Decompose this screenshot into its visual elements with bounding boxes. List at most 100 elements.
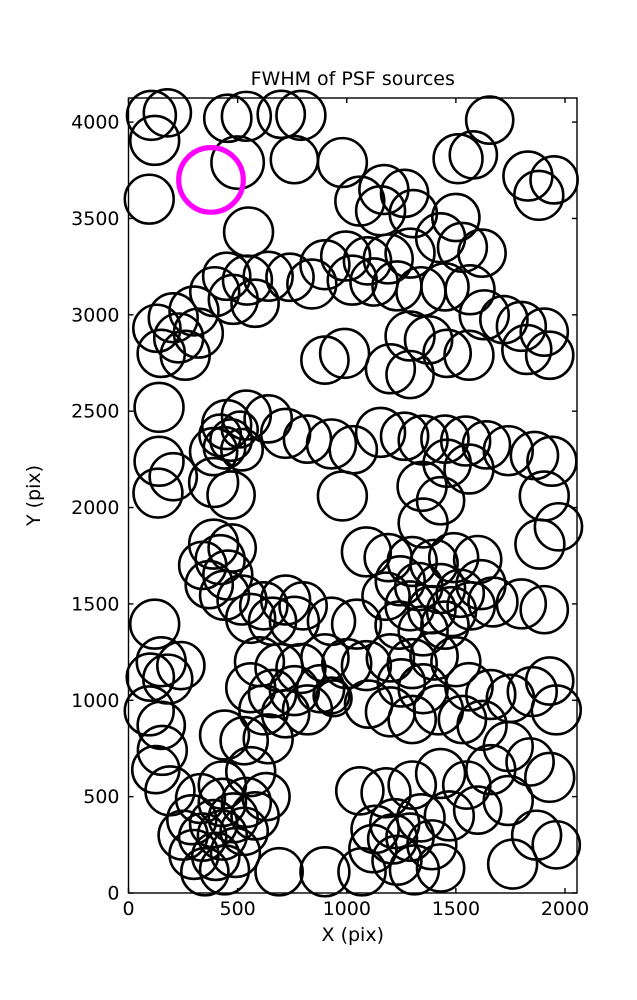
x-axis-label: X (pix) — [322, 924, 384, 946]
psf-source-circle — [202, 93, 253, 144]
y-tick-label: 2000 — [71, 497, 119, 519]
y-tick-label: 0 — [107, 883, 119, 905]
psf-source-circle — [354, 406, 407, 459]
psf-source-circle — [524, 330, 575, 381]
highlighted-source-circle — [176, 145, 246, 215]
y-axis-label: Y (pix) — [23, 465, 45, 527]
y-tick-label: 1500 — [71, 593, 119, 615]
psf-source-circle — [224, 745, 277, 798]
psf-source-circle — [299, 846, 351, 898]
psf-source-circle — [190, 831, 241, 882]
psf-source-circle — [136, 328, 187, 379]
psf-source-circle — [432, 132, 484, 185]
psf-source-circle — [166, 794, 218, 846]
psf-source-circle — [180, 846, 230, 897]
psf-source-circle — [446, 580, 497, 631]
psf-source-circle — [330, 598, 383, 650]
psf-source-circle — [518, 470, 571, 522]
psf-source-circle — [156, 640, 206, 691]
psf-source-circle — [177, 540, 228, 591]
psf-source-circle — [519, 584, 570, 635]
psf-source-circle — [318, 327, 371, 380]
psf-source-circle — [187, 456, 240, 509]
psf-source-circle — [222, 206, 275, 258]
psf-source-circle — [305, 418, 358, 470]
psf-source-circle — [465, 668, 517, 721]
tick-group: 0 500 1000 1500 2000 0 500 1000 1500 2000 2500 3000… — [71, 98, 589, 920]
y-tick-label: 4000 — [71, 112, 119, 134]
psf-source-circle — [526, 435, 578, 488]
psf-source-circle — [465, 743, 517, 796]
psf-source-circle — [443, 329, 495, 382]
psf-source-circle — [254, 846, 304, 897]
psf-source-circle — [265, 252, 315, 303]
psf-source-circle — [387, 760, 438, 810]
psf-source-circle — [495, 578, 548, 630]
plot-title-group: FWHM of PSF sources — [251, 68, 455, 90]
psf-source-circle — [142, 87, 193, 138]
psf-source-circle — [132, 467, 184, 519]
psf-source-circle — [128, 114, 181, 167]
psf-source-circle — [533, 501, 584, 552]
psf-source-circle — [209, 826, 262, 879]
psf-source-circle — [125, 89, 178, 142]
psf-source-circle — [243, 394, 294, 444]
psf-source-circle — [130, 744, 181, 795]
psf-source-circle — [133, 435, 185, 488]
psf-source-circle — [379, 411, 430, 462]
psf-source-circle — [242, 713, 294, 765]
psf-source-circle — [230, 278, 280, 329]
psf-source-circle — [524, 656, 575, 706]
psf-source-circle — [314, 679, 353, 718]
psf-source-circle — [495, 300, 548, 353]
psf-source-circle — [269, 134, 320, 185]
psf-source-circle — [437, 694, 488, 745]
psf-source-circle — [523, 751, 576, 804]
psf-source-circle — [430, 635, 482, 688]
psf-source-circle — [342, 235, 393, 286]
psf-source-circle — [210, 135, 266, 191]
psf-source-circle — [361, 571, 411, 622]
psf-source-circle — [343, 679, 394, 729]
psf-source-circle — [224, 592, 277, 645]
psf-source-circles — [123, 87, 584, 898]
psf-source-circle — [482, 720, 534, 773]
psf-source-circle — [486, 838, 539, 890]
psf-source-circle — [420, 600, 470, 650]
psf-source-circle — [467, 576, 519, 628]
psf-source-circle — [326, 254, 378, 306]
psf-source-circle — [514, 518, 566, 570]
psf-source-circle — [128, 598, 181, 650]
x-tick-label: 500 — [219, 898, 255, 920]
psf-source-circle — [123, 685, 175, 737]
plot-title: FWHM of PSF sources — [251, 68, 455, 90]
psf-source-circle — [168, 285, 220, 337]
psf-source-circle — [456, 699, 508, 752]
psf-source-circle — [458, 289, 510, 341]
psf-source-circle — [299, 238, 351, 291]
psf-source-circle — [397, 497, 449, 549]
psf-source-circle — [316, 470, 369, 522]
psf-source-circle — [340, 639, 393, 692]
psf-source-circle — [238, 684, 290, 736]
psf-source-circle — [198, 844, 251, 896]
psf-source-circle — [281, 684, 334, 736]
psf-source-circle — [529, 155, 579, 205]
psf-source-circle — [371, 834, 423, 886]
axes-frame — [127, 97, 578, 894]
psf-source-circle — [422, 328, 473, 379]
psf-source-circle — [275, 89, 327, 142]
x-tick-label: 1500 — [432, 898, 480, 920]
psf-source-circle — [414, 747, 467, 800]
psf-source-circle — [444, 264, 496, 316]
x-tick-label: 2000 — [541, 898, 589, 920]
psf-source-circle — [220, 90, 273, 143]
psf-source-circle — [452, 785, 503, 835]
psf-source-circle — [148, 451, 199, 502]
psf-source-circle — [334, 765, 385, 816]
psf-source-circle — [202, 425, 247, 470]
psf-source-circle — [388, 844, 441, 896]
psf-source-circle — [256, 89, 307, 140]
psf-source-circle — [300, 335, 350, 385]
